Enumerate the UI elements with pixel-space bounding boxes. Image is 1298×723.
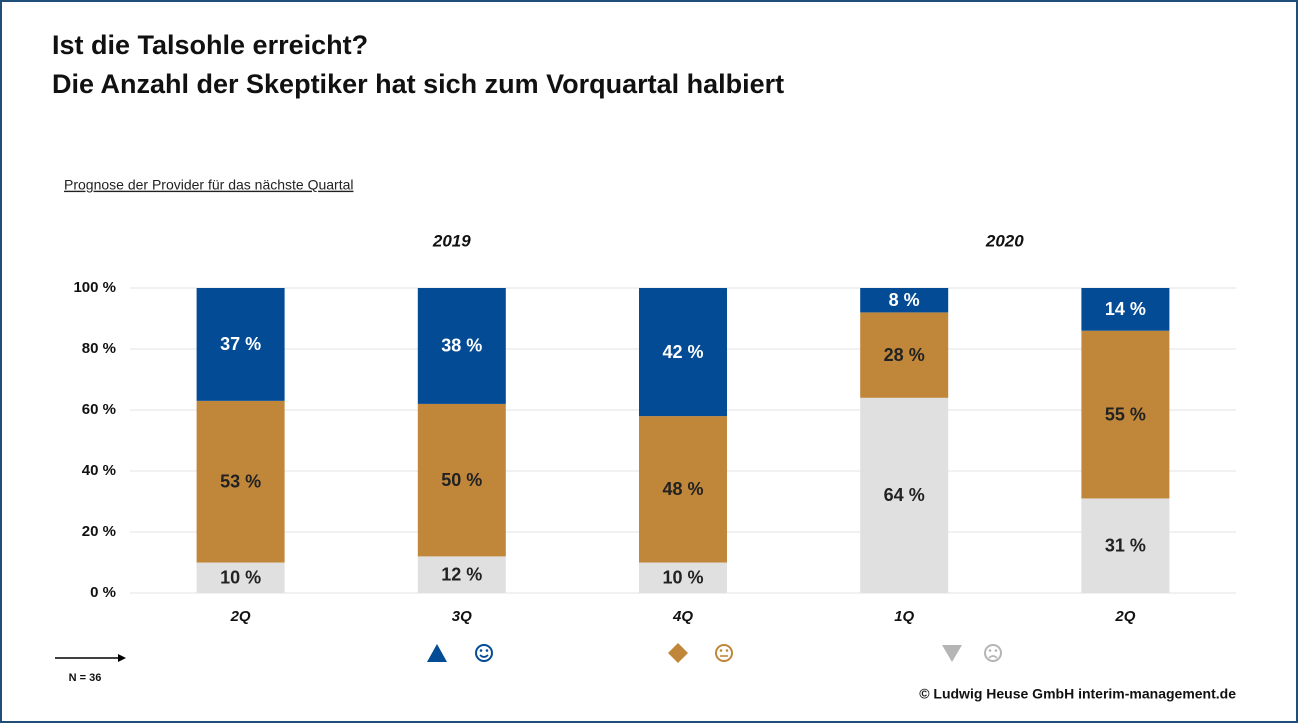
value-label: 50 % bbox=[441, 470, 482, 490]
y-tick-label: 20 % bbox=[82, 523, 116, 540]
value-label: 31 % bbox=[1105, 535, 1146, 555]
value-label: 55 % bbox=[1105, 404, 1146, 424]
legend-face-mouth bbox=[988, 655, 998, 659]
legend-face-eye bbox=[994, 649, 998, 652]
bar-segment bbox=[639, 562, 727, 593]
bar-segment bbox=[1081, 330, 1170, 499]
y-tick-label: 100 % bbox=[73, 279, 116, 296]
bar-segment bbox=[639, 288, 727, 417]
value-label: 12 % bbox=[441, 564, 482, 584]
value-label: 37 % bbox=[220, 334, 261, 354]
bar-segment bbox=[1081, 498, 1170, 593]
value-label: 28 % bbox=[884, 345, 925, 365]
value-label: 53 % bbox=[220, 471, 261, 491]
legend-face-eye bbox=[485, 649, 489, 652]
bar-segment bbox=[860, 397, 949, 593]
bar-segment bbox=[639, 416, 727, 563]
bar-segment bbox=[196, 400, 285, 563]
legend-face-eye bbox=[988, 649, 992, 652]
y-tick-label: 60 % bbox=[82, 401, 116, 418]
note: N = 36 bbox=[69, 672, 102, 684]
source: © Ludwig Heuse GmbH interim-management.d… bbox=[919, 686, 1236, 702]
value-label: 42 % bbox=[662, 342, 703, 362]
chart-title: Die Anzahl der Skeptiker hat sich zum Vo… bbox=[52, 69, 784, 99]
bar-segment bbox=[860, 288, 949, 313]
legend-marker bbox=[942, 645, 962, 662]
legend-face bbox=[984, 644, 1002, 662]
arrow-head bbox=[118, 654, 126, 662]
chart-title: Ist die Talsohle erreicht? bbox=[52, 30, 368, 60]
value-label: 8 % bbox=[889, 290, 920, 310]
bar-segment bbox=[860, 312, 949, 398]
y-tick-label: 40 % bbox=[82, 462, 116, 479]
legend-marker bbox=[427, 644, 447, 662]
legend-face bbox=[715, 644, 733, 662]
value-label: 48 % bbox=[662, 479, 703, 499]
bar-segment bbox=[1081, 288, 1170, 331]
legend-face-eye bbox=[479, 649, 483, 652]
x-tick-label: 1Q bbox=[894, 608, 914, 625]
y-tick-label: 0 % bbox=[90, 584, 116, 601]
bar-segment bbox=[417, 288, 506, 404]
x-tick-label: 4Q bbox=[672, 608, 693, 625]
value-label: 64 % bbox=[884, 485, 925, 505]
bar-segment bbox=[196, 562, 285, 593]
value-label: 38 % bbox=[441, 336, 482, 356]
legend-face-eye bbox=[725, 649, 729, 652]
bar-segment bbox=[417, 556, 506, 593]
subtitle: Prognose der Provider für das nächste Qu… bbox=[64, 177, 354, 193]
x-tick-label: 2Q bbox=[1114, 608, 1135, 625]
x-tick-label: 2Q bbox=[230, 608, 251, 625]
year-label: 2020 bbox=[985, 231, 1024, 250]
legend-face bbox=[475, 644, 493, 662]
bar-segment bbox=[417, 403, 506, 557]
value-label: 14 % bbox=[1105, 299, 1146, 319]
value-label: 10 % bbox=[220, 568, 261, 588]
legend-marker bbox=[668, 643, 688, 663]
legend-face-mouth bbox=[479, 654, 489, 658]
y-tick-label: 80 % bbox=[82, 340, 116, 357]
bar-segment bbox=[196, 288, 285, 401]
year-label: 2019 bbox=[432, 231, 471, 250]
x-tick-label: 3Q bbox=[452, 608, 472, 625]
legend-face-eye bbox=[719, 649, 723, 652]
value-label: 10 % bbox=[662, 568, 703, 588]
